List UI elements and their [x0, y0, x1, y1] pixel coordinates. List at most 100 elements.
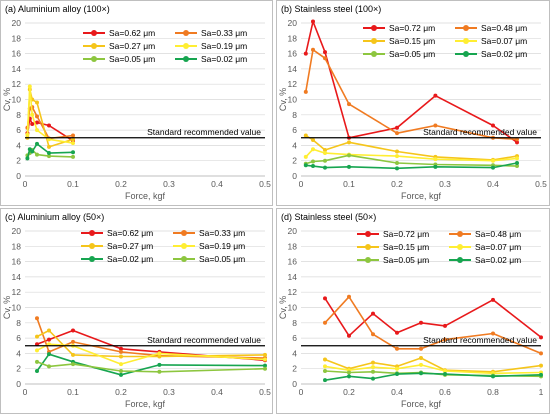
y-tick-label: 20: [12, 18, 22, 28]
y-tick-label: 4: [292, 348, 297, 358]
data-point: [323, 364, 327, 369]
legend-entry: Sa=0.19 μm: [173, 241, 265, 251]
data-point: [515, 164, 519, 169]
legend-swatch: [363, 36, 385, 46]
chart-c-plot: 0 2 4 6 8 10 12 14 16 18 20 0 0.1 0.2 0.3 0.4 0.5 Force, …: [2, 226, 271, 409]
series-line: [305, 148, 518, 162]
data-point: [395, 346, 399, 351]
legend-label: Sa=0.48 μm: [475, 229, 522, 239]
x-tick-label: 0.3: [439, 179, 451, 189]
y-axis-title: Cv, %: [2, 88, 12, 111]
data-point: [491, 297, 495, 302]
data-point: [371, 376, 375, 381]
data-point: [71, 339, 75, 344]
legend-swatch: [449, 255, 471, 265]
legend-entry: Sa=0.07 μm: [449, 242, 541, 252]
y-tick-label: 18: [12, 33, 22, 43]
reference-label: Standard recommended value: [147, 335, 261, 345]
data-point: [395, 149, 399, 154]
reference-label: Standard recommended value: [423, 127, 537, 137]
data-point: [303, 51, 308, 56]
y-tick-label: 16: [12, 49, 22, 59]
x-tick-label: 0.4: [391, 387, 403, 397]
data-point: [311, 147, 315, 152]
data-point: [515, 156, 519, 161]
legend-label: Sa=0.72 μm: [383, 229, 430, 239]
series-line: [305, 154, 518, 167]
legend-entry: Sa=0.19 μm: [175, 41, 267, 51]
data-point: [35, 114, 39, 119]
legend-label: Sa=0.05 μm: [383, 255, 430, 265]
data-point: [30, 112, 35, 117]
legend-swatch: [81, 228, 103, 238]
legend-swatch: [357, 242, 379, 252]
data-point: [35, 141, 39, 146]
data-point: [347, 374, 351, 379]
data-point: [311, 19, 315, 24]
data-point: [47, 144, 51, 149]
data-point: [119, 349, 123, 354]
data-point: [539, 335, 543, 340]
y-tick-label: 14: [12, 64, 22, 74]
series-line: [305, 162, 518, 170]
legend-label: Sa=0.48 μm: [481, 23, 528, 33]
series-line: [324, 364, 542, 375]
y-tick-label: 4: [16, 140, 21, 150]
data-point: [35, 359, 39, 364]
data-point: [323, 296, 327, 301]
legend-label: Sa=0.02 μm: [481, 49, 528, 59]
legend-label: Sa=0.02 μm: [201, 54, 248, 64]
data-point: [347, 102, 351, 107]
legend-swatch: [83, 28, 105, 38]
data-point: [47, 337, 51, 342]
legend-swatch: [363, 49, 385, 59]
data-point: [347, 140, 351, 145]
data-point: [395, 160, 399, 165]
data-point: [395, 330, 399, 335]
data-point: [491, 123, 495, 128]
reference-label: Standard recommended value: [147, 127, 261, 137]
data-point: [371, 365, 375, 370]
x-tick-label: 0.4: [211, 179, 223, 189]
x-tick-label: 1: [539, 387, 544, 397]
y-tick-label: 16: [288, 257, 298, 267]
y-tick-label: 4: [292, 140, 297, 150]
data-point: [263, 363, 267, 368]
legend-label: Sa=0.27 μm: [107, 241, 154, 251]
y-tick-label: 6: [292, 333, 297, 343]
y-tick-label: 4: [16, 348, 21, 358]
data-point: [443, 323, 447, 328]
data-point: [35, 120, 39, 125]
data-point: [35, 152, 39, 157]
data-point: [157, 354, 162, 359]
y-tick-label: 18: [288, 33, 298, 43]
x-tick-label: 0.3: [163, 179, 175, 189]
data-point: [419, 355, 423, 360]
legend-swatch: [363, 23, 385, 33]
data-point: [47, 151, 51, 156]
data-point: [419, 346, 423, 351]
data-point: [157, 362, 162, 367]
legend-swatch: [449, 242, 471, 252]
chart-legend: Sa=0.72 μm Sa=0.48 μm Sa=0.15 μm Sa=0.07 μm…: [357, 229, 541, 265]
chart-panel-c: 0 2 4 6 8 10 12 14 16 18 20 0 0.1 0.2 0.3 0.4 0.5 Force, …: [0, 208, 273, 414]
y-tick-label: 10: [12, 95, 22, 105]
data-point: [25, 132, 30, 137]
chart-legend: Sa=0.62 μm Sa=0.33 μm Sa=0.27 μm Sa=0.19 μm…: [83, 28, 267, 64]
data-point: [263, 357, 267, 362]
y-tick-label: 2: [16, 364, 21, 374]
legend-swatch: [449, 229, 471, 239]
series-line: [305, 48, 518, 141]
chart-legend: Sa=0.72 μm Sa=0.48 μm Sa=0.15 μm Sa=0.07 μm…: [363, 23, 547, 59]
data-point: [119, 368, 123, 373]
data-point: [35, 334, 39, 339]
legend-swatch: [175, 28, 197, 38]
legend-swatch: [173, 228, 195, 238]
data-point: [433, 164, 438, 169]
y-tick-label: 2: [292, 364, 297, 374]
x-tick-label: 0: [23, 179, 28, 189]
legend-entry: Sa=0.02 μm: [175, 54, 267, 64]
chart-title: (a) Aluminium alloy (100×): [5, 4, 110, 14]
chart-title: (c) Aluminium alloy (50×): [5, 212, 105, 222]
data-point: [35, 348, 39, 353]
